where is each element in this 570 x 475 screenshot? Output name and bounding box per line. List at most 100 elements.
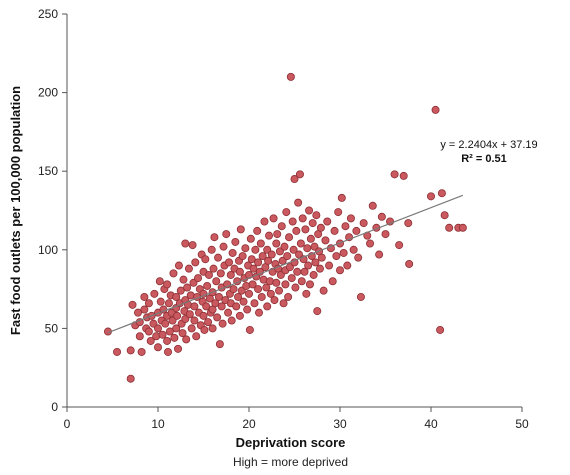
data-point bbox=[436, 325, 445, 334]
data-point bbox=[341, 222, 350, 231]
data-point bbox=[199, 311, 208, 320]
data-point bbox=[368, 201, 377, 210]
data-point bbox=[178, 329, 187, 338]
data-point bbox=[128, 300, 137, 309]
data-point bbox=[301, 225, 310, 234]
chart-axes bbox=[62, 13, 523, 412]
data-point bbox=[209, 264, 218, 273]
x-axis-note: High = more deprived bbox=[233, 455, 348, 469]
y-tick-label: 250 bbox=[38, 7, 58, 21]
data-point bbox=[334, 208, 343, 217]
data-point bbox=[146, 336, 155, 345]
data-point bbox=[144, 299, 153, 308]
data-point bbox=[405, 259, 414, 268]
data-point bbox=[133, 308, 142, 317]
data-point bbox=[346, 214, 355, 223]
data-point bbox=[165, 327, 174, 336]
data-point bbox=[313, 307, 322, 316]
data-point bbox=[208, 324, 217, 333]
trendline-equation: y = 2.2404x + 37.19 bbox=[440, 139, 537, 151]
x-tick-label: 30 bbox=[333, 417, 347, 431]
data-point bbox=[273, 230, 282, 239]
data-point bbox=[215, 340, 224, 349]
data-point bbox=[217, 302, 226, 311]
data-point bbox=[308, 219, 317, 228]
data-point bbox=[181, 314, 190, 323]
data-point bbox=[158, 330, 167, 339]
data-point bbox=[140, 292, 149, 301]
data-point bbox=[304, 261, 313, 270]
data-point bbox=[126, 374, 135, 383]
data-point bbox=[155, 277, 164, 286]
data-point bbox=[176, 286, 185, 295]
data-point bbox=[214, 292, 223, 301]
data-point bbox=[300, 267, 309, 276]
data-point bbox=[126, 346, 135, 355]
data-point bbox=[190, 302, 199, 311]
data-point bbox=[140, 305, 149, 314]
data-point bbox=[214, 253, 223, 262]
data-point bbox=[251, 245, 260, 254]
x-tick-label: 50 bbox=[515, 417, 529, 431]
data-point bbox=[296, 239, 305, 248]
data-point bbox=[305, 280, 314, 289]
data-point bbox=[349, 245, 358, 254]
x-tick-label: 20 bbox=[242, 417, 256, 431]
r-squared-label: R² = 0.51 bbox=[461, 153, 507, 165]
x-tick-label: 0 bbox=[64, 417, 71, 431]
data-point bbox=[257, 292, 266, 301]
data-point bbox=[276, 270, 285, 279]
data-point bbox=[192, 332, 201, 341]
data-point bbox=[248, 280, 257, 289]
data-point bbox=[272, 278, 281, 287]
data-point bbox=[354, 253, 363, 262]
data-point bbox=[229, 285, 238, 294]
data-point bbox=[311, 258, 320, 267]
data-point bbox=[275, 286, 284, 295]
y-tick-label: 50 bbox=[45, 321, 59, 335]
data-point bbox=[228, 248, 237, 257]
y-tick-label: 200 bbox=[38, 86, 58, 100]
data-point bbox=[219, 242, 228, 251]
data-point bbox=[337, 193, 346, 202]
data-point bbox=[262, 283, 271, 292]
data-point bbox=[204, 270, 213, 279]
data-point bbox=[163, 280, 172, 289]
data-point bbox=[150, 289, 159, 298]
data-point bbox=[241, 244, 250, 253]
data-point bbox=[265, 231, 274, 240]
data-point bbox=[179, 275, 188, 284]
data-point bbox=[255, 308, 264, 317]
y-tick-label: 0 bbox=[51, 400, 58, 414]
data-point bbox=[269, 214, 278, 223]
data-point bbox=[239, 297, 248, 306]
data-point bbox=[244, 289, 253, 298]
data-point bbox=[285, 263, 294, 272]
data-point bbox=[302, 289, 311, 298]
data-point bbox=[249, 264, 258, 273]
data-point bbox=[183, 283, 192, 292]
data-point bbox=[243, 305, 252, 314]
data-point bbox=[245, 325, 254, 334]
data-point bbox=[234, 292, 243, 301]
data-point bbox=[201, 255, 210, 264]
data-point bbox=[184, 264, 193, 273]
data-point bbox=[315, 264, 324, 273]
data-point bbox=[294, 198, 303, 207]
data-point bbox=[226, 270, 235, 279]
data-point bbox=[172, 292, 181, 301]
data-point bbox=[153, 343, 162, 352]
data-point bbox=[321, 236, 330, 245]
data-point bbox=[284, 292, 293, 301]
data-point bbox=[267, 250, 276, 259]
data-point bbox=[316, 223, 325, 232]
data-point bbox=[270, 296, 279, 305]
data-point bbox=[164, 347, 173, 356]
data-point bbox=[144, 327, 153, 336]
data-point bbox=[309, 270, 318, 279]
data-point bbox=[399, 171, 408, 180]
data-point bbox=[247, 255, 256, 264]
data-point bbox=[312, 211, 321, 220]
data-point bbox=[298, 214, 307, 223]
y-tick-label: 100 bbox=[38, 243, 58, 257]
